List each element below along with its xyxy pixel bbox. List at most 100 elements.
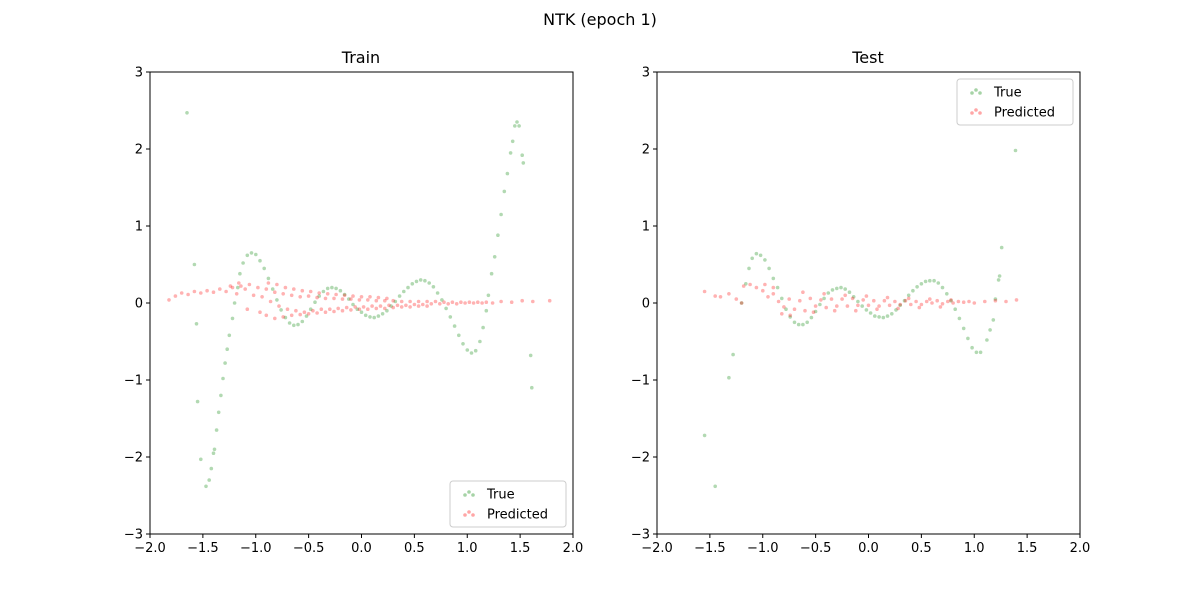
test-predicted-point [808, 296, 813, 301]
train-predicted-point [302, 310, 307, 315]
train-legend-marker-predicted [467, 510, 471, 514]
test-true-point [843, 287, 847, 291]
train-true-point [296, 322, 300, 327]
test-true-point [767, 266, 771, 271]
test-predicted-point [887, 303, 892, 308]
test-true-point [713, 484, 717, 489]
test-predicted-point [727, 292, 731, 296]
train-predicted-point [319, 307, 324, 312]
train-true-point [397, 294, 402, 298]
train-true-point [530, 385, 534, 390]
train-true-point [304, 314, 309, 318]
test-y-tick-label: 2 [642, 143, 650, 158]
train-predicted-point [459, 300, 463, 305]
train-predicted-point [520, 298, 524, 303]
train-true-point [435, 291, 440, 295]
test-legend-marker-predicted [970, 111, 974, 115]
train-predicted-point [368, 295, 372, 299]
train-predicted-point [349, 308, 353, 312]
test-legend-marker-predicted [974, 108, 978, 112]
test-predicted-point [829, 297, 834, 301]
train-predicted-point [251, 293, 256, 298]
test-predicted-point [917, 305, 922, 310]
test-predicted-point [914, 299, 918, 304]
train-true-point [223, 361, 227, 365]
train-legend-marker-true [471, 493, 475, 497]
test-predicted-point [811, 310, 816, 315]
test-true-point [911, 288, 915, 293]
train-predicted-point [412, 302, 417, 307]
test-predicted-point [1004, 299, 1008, 304]
train-predicted-point [205, 288, 209, 293]
train-true-point [194, 322, 199, 326]
train-true-point [216, 410, 221, 415]
test-predicted-point [956, 299, 961, 304]
test-predicted-point [813, 304, 818, 308]
test-predicted-point [967, 299, 971, 304]
test-predicted-point [882, 298, 887, 303]
test-x-tick-label: −2.0 [641, 541, 673, 556]
test-true-point [898, 303, 902, 308]
test-predicted-point [782, 305, 786, 309]
train-true-point [308, 307, 313, 312]
test-predicted-point [832, 308, 837, 313]
train-predicted-point [268, 299, 273, 304]
test-predicted-point [898, 302, 902, 307]
train-predicted-point [429, 302, 434, 306]
train-predicted-point [315, 311, 319, 315]
train-predicted-point [245, 307, 250, 312]
train-true-point [515, 120, 519, 124]
train-true-point [227, 333, 232, 338]
test-predicted-point [930, 301, 934, 305]
train-true-point [204, 484, 208, 489]
train-true-point [258, 258, 262, 263]
train-x-tick-label: 2.0 [563, 541, 584, 556]
test-true-point [839, 285, 843, 290]
train-true-point [502, 189, 507, 194]
train-predicted-point [264, 313, 269, 318]
train-predicted-point [342, 293, 347, 298]
train-predicted-point [186, 292, 190, 297]
train-predicted-point [374, 306, 379, 311]
test-x-tick-label: 0.0 [858, 541, 879, 556]
train-true-point [321, 289, 326, 294]
train-predicted-point [383, 306, 387, 311]
train-predicted-point [306, 312, 311, 316]
test-true-point [945, 292, 949, 296]
train-predicted-point [425, 304, 429, 308]
train-predicted-point [230, 285, 235, 290]
train-predicted-point [383, 298, 387, 303]
train-true-point [448, 315, 453, 319]
train-predicted-point [323, 296, 328, 301]
train-predicted-point [294, 308, 298, 313]
train-true-point [254, 252, 258, 257]
train-true-point [236, 285, 240, 290]
train-true-point [232, 301, 237, 305]
train-true-point [444, 306, 448, 311]
test-true-point [902, 298, 907, 303]
train-predicted-point [228, 284, 233, 288]
train-true-point [199, 457, 203, 462]
test-predicted-point [875, 307, 879, 312]
train-predicted-point [467, 300, 472, 305]
test-predicted-point [854, 308, 858, 313]
train-predicted-point [421, 302, 425, 307]
train-predicted-point [433, 299, 438, 304]
test-true-point [763, 258, 767, 262]
train-predicted-point [361, 305, 366, 309]
test-predicted-point [861, 298, 865, 302]
test-x-tick-label: 1.0 [964, 541, 985, 556]
train-true-point [368, 315, 372, 319]
test-true-point [928, 278, 932, 283]
train-predicted-point [192, 289, 197, 294]
train-y-tick-label: −1 [124, 374, 143, 389]
train-predicted-point [340, 308, 345, 313]
test-true-point [731, 352, 735, 357]
train-axes-frame [149, 71, 574, 535]
test-true-point [796, 322, 801, 327]
test-true-point [813, 309, 818, 314]
train-x-axis: −2.0 −1.5 −1.0 −0.5 0.0 0.5 1.0 1.5 2.0 [134, 534, 583, 556]
train-true-point [499, 212, 503, 217]
test-predicted-point [734, 297, 739, 301]
